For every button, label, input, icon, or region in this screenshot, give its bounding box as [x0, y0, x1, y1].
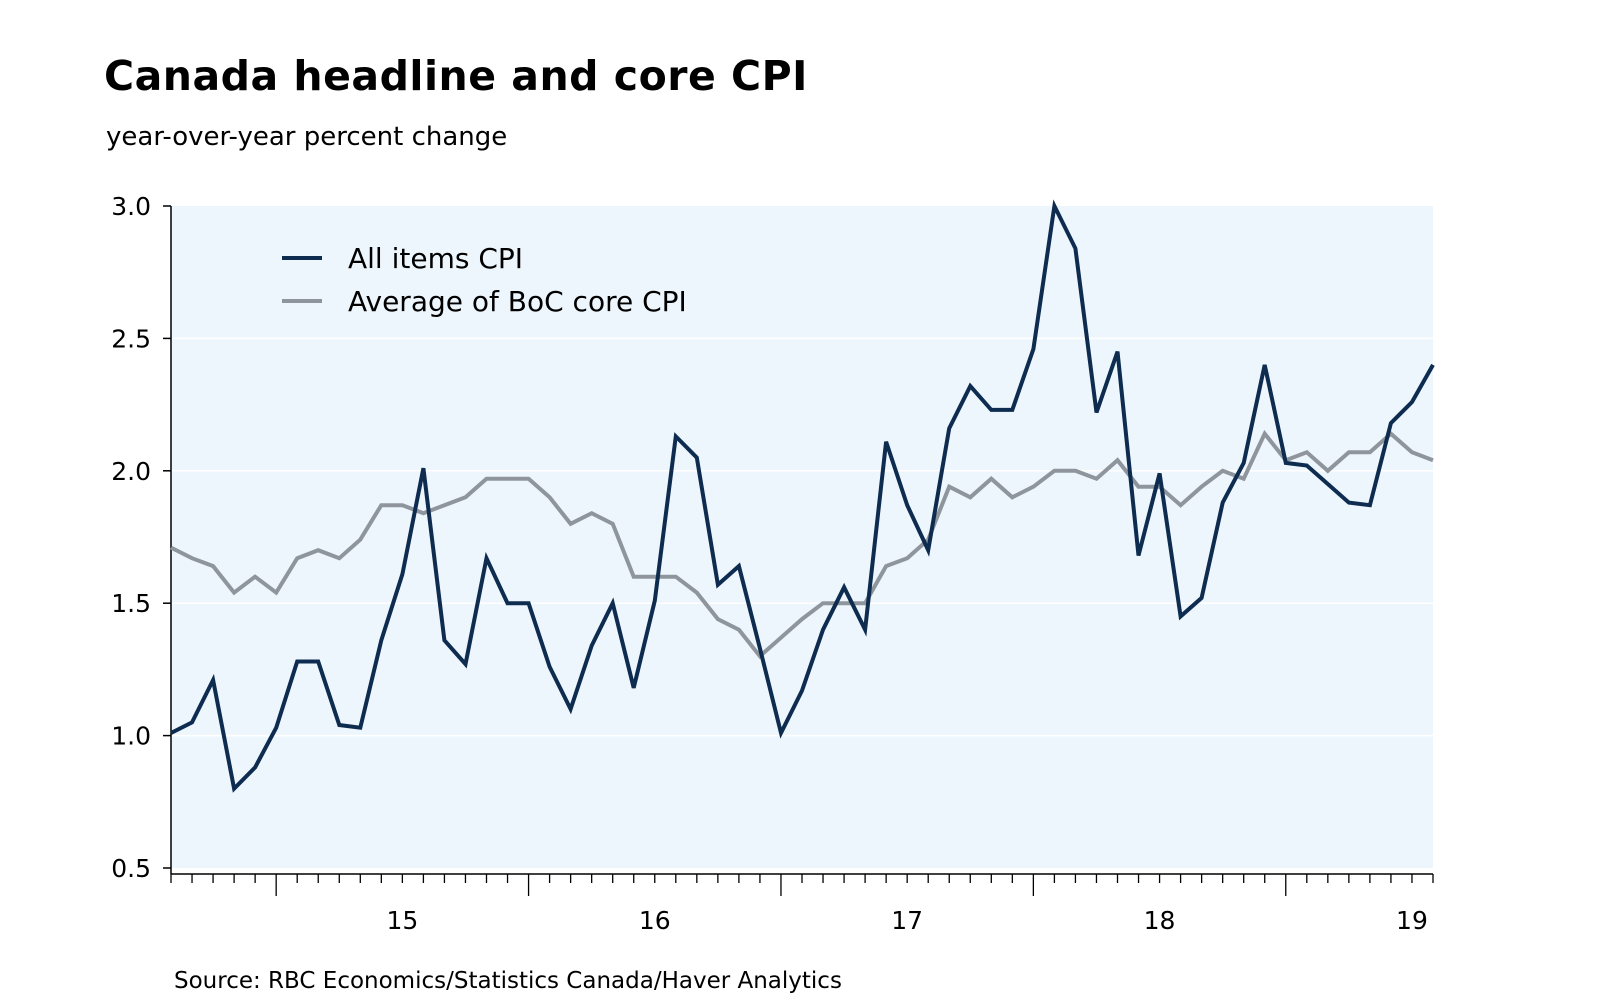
y-tick-label: 1.0 [111, 722, 151, 751]
x-ticks: 15 16 17 18 19 [170, 874, 1434, 935]
chart-subtitle: year-over-year percent change [106, 122, 508, 152]
y-tick-label: 1.5 [111, 589, 151, 618]
x-tick-label: 15 [386, 906, 418, 935]
y-tick-label: 2.0 [111, 457, 151, 486]
legend-label: All items CPI [348, 242, 523, 275]
legend: All items CPI Average of BoC core CPI [282, 242, 687, 318]
plot-background [171, 206, 1433, 868]
source-note: Source: RBC Economics/Statistics Canada/… [174, 968, 842, 994]
y-ticks: 0.5 1.0 1.5 2.0 2.5 3.0 [111, 192, 171, 883]
x-tick-label: 19 [1396, 906, 1428, 935]
y-tick-label: 2.5 [111, 324, 151, 353]
x-tick-label: 18 [1144, 906, 1176, 935]
chart-title: Canada headline and core CPI [104, 52, 808, 100]
series-lines [170, 199, 1435, 793]
x-tick-label: 17 [891, 906, 923, 935]
series-line-all-items-cpi [170, 199, 1435, 793]
x-tick-label: 16 [639, 906, 671, 935]
legend-label: Average of BoC core CPI [348, 285, 687, 318]
y-tick-label: 0.5 [111, 854, 151, 883]
series-line-boc-core-cpi [170, 429, 1434, 660]
y-tick-label: 3.0 [111, 192, 151, 221]
